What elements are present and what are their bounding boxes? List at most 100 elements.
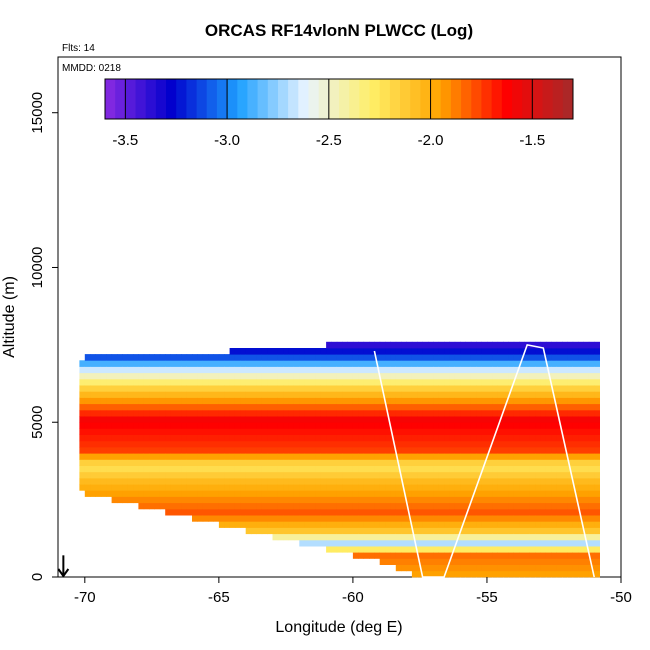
heatmap-cell bbox=[578, 360, 584, 367]
heatmap-cell bbox=[594, 478, 600, 485]
heatmap-cell bbox=[100, 403, 107, 411]
heatmap-cell bbox=[304, 521, 311, 528]
heatmap-cell bbox=[470, 515, 477, 522]
heatmap-cell bbox=[545, 459, 552, 466]
heatmap-cell bbox=[320, 478, 327, 485]
heatmap-cell bbox=[240, 416, 247, 423]
heatmap-cell bbox=[197, 428, 204, 435]
heatmap-cell bbox=[433, 471, 440, 479]
heatmap-cell bbox=[390, 478, 397, 485]
heatmap-cell bbox=[454, 403, 461, 411]
heatmap-cell bbox=[127, 397, 134, 405]
heatmap-cell bbox=[481, 409, 488, 417]
heatmap-cell bbox=[487, 465, 493, 473]
heatmap-cell bbox=[320, 360, 327, 367]
heatmap-cell bbox=[165, 397, 171, 405]
heatmap-cell bbox=[465, 515, 472, 522]
heatmap-cell bbox=[492, 341, 499, 349]
heatmap-cell bbox=[503, 570, 509, 578]
heatmap-cell bbox=[594, 496, 600, 504]
heatmap-cell bbox=[251, 348, 257, 355]
heatmap-cell bbox=[218, 496, 225, 504]
heatmap-cell bbox=[588, 546, 595, 553]
heatmap-cell bbox=[181, 471, 188, 479]
heatmap-cell bbox=[551, 428, 558, 435]
heatmap-cell bbox=[503, 403, 509, 411]
heatmap-cell bbox=[395, 440, 402, 448]
heatmap-cell bbox=[572, 360, 579, 367]
heatmap-cell bbox=[556, 521, 563, 528]
heatmap-cell bbox=[310, 527, 316, 535]
heatmap-cell bbox=[213, 397, 220, 405]
heatmap-cell bbox=[261, 459, 268, 466]
heatmap-cell bbox=[578, 403, 584, 411]
heatmap-cell bbox=[449, 428, 456, 435]
heatmap-cell bbox=[594, 397, 600, 405]
heatmap-cell bbox=[369, 471, 375, 479]
heatmap-cell bbox=[261, 440, 268, 448]
heatmap-cell bbox=[524, 508, 531, 516]
colorbar-tick-label: -2.5 bbox=[316, 132, 342, 149]
heatmap-cell bbox=[149, 471, 155, 479]
heatmap-cell bbox=[503, 502, 509, 510]
heatmap-cell bbox=[79, 459, 86, 466]
heatmap-cell bbox=[390, 409, 397, 417]
heatmap-cell bbox=[352, 447, 359, 454]
heatmap-cell bbox=[272, 385, 279, 392]
heatmap-cell bbox=[159, 378, 166, 386]
heatmap-cell bbox=[572, 385, 579, 392]
heatmap-cell bbox=[186, 440, 193, 448]
heatmap-cell bbox=[444, 502, 450, 510]
heatmap-cell bbox=[363, 360, 370, 367]
heatmap-cell bbox=[529, 378, 536, 386]
heatmap-cell bbox=[460, 539, 466, 547]
heatmap-cell bbox=[213, 428, 220, 435]
heatmap-cell bbox=[181, 440, 188, 448]
heatmap-cell bbox=[358, 546, 365, 553]
heatmap-cell bbox=[519, 447, 525, 454]
heatmap-cell bbox=[213, 366, 220, 374]
heatmap-cell bbox=[261, 496, 268, 504]
heatmap-cell bbox=[556, 539, 563, 547]
heatmap-cell bbox=[578, 341, 584, 349]
heatmap-cell bbox=[283, 478, 289, 485]
heatmap-cell bbox=[562, 508, 568, 516]
heatmap-cell bbox=[492, 354, 499, 361]
heatmap-cell bbox=[310, 471, 316, 479]
heatmap-cell bbox=[358, 508, 365, 516]
heatmap-cell bbox=[224, 459, 230, 466]
heatmap-cell bbox=[197, 403, 204, 411]
heatmap-cell bbox=[594, 570, 600, 578]
heatmap-cell bbox=[401, 341, 407, 349]
heatmap-cell bbox=[481, 453, 488, 460]
heatmap-cell bbox=[336, 354, 343, 361]
heatmap-cell bbox=[277, 385, 284, 392]
heatmap-cell bbox=[529, 354, 536, 361]
heatmap-cell bbox=[562, 397, 568, 405]
heatmap-cell bbox=[315, 416, 322, 423]
heatmap-cell bbox=[197, 416, 204, 423]
heatmap-cell bbox=[540, 447, 547, 454]
heatmap-cell bbox=[208, 502, 214, 510]
heatmap-cell bbox=[347, 422, 354, 429]
heatmap-cell bbox=[487, 533, 493, 541]
heatmap-cell bbox=[213, 354, 220, 361]
heatmap-cell bbox=[277, 366, 284, 374]
heatmap-cell bbox=[310, 385, 316, 392]
heatmap-cell bbox=[106, 372, 113, 380]
heatmap-cell bbox=[149, 440, 155, 448]
heatmap-cell bbox=[390, 521, 397, 528]
heatmap-cell bbox=[299, 366, 306, 374]
heatmap-cell bbox=[315, 366, 322, 374]
heatmap-cell bbox=[186, 490, 193, 497]
heatmap-cell bbox=[454, 397, 461, 405]
heatmap-cell bbox=[444, 391, 450, 398]
heatmap-cell bbox=[283, 502, 289, 510]
heatmap-cell bbox=[267, 348, 273, 355]
heatmap-cell bbox=[535, 465, 541, 473]
heatmap-cell bbox=[401, 385, 407, 392]
heatmap-cell bbox=[567, 409, 574, 417]
heatmap-cell bbox=[583, 409, 590, 417]
heatmap-cell bbox=[149, 378, 155, 386]
heatmap-cell bbox=[540, 502, 547, 510]
